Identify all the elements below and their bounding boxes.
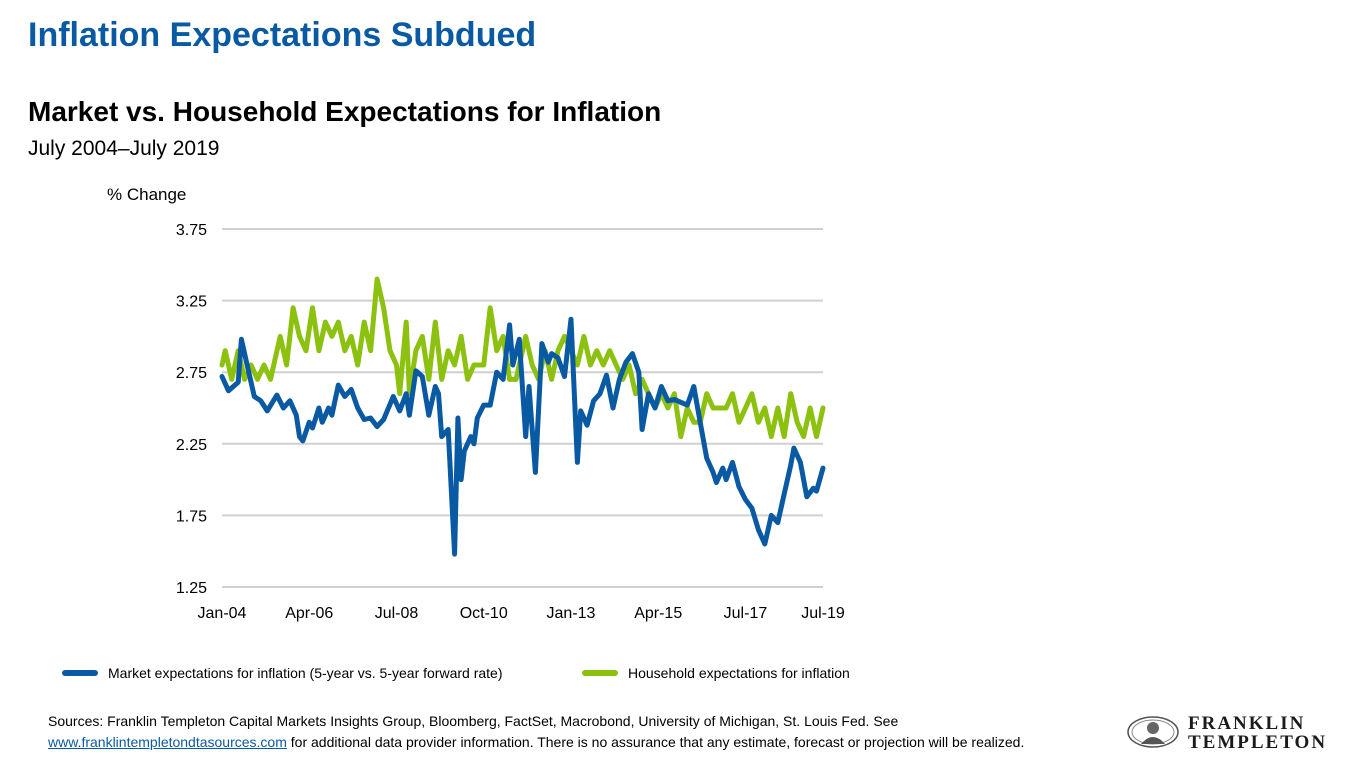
y-tick-label: 2.25 (176, 437, 207, 454)
series-lines (219, 276, 826, 557)
legend-swatch-market (62, 670, 98, 676)
logo-line-franklin: FRANKLIN (1188, 713, 1306, 734)
x-tick-label: Oct-10 (460, 605, 508, 622)
y-tick-label: 2.75 (176, 365, 207, 382)
y-axis-label: % Change (107, 185, 186, 204)
y-tick-label: 1.25 (176, 580, 207, 597)
chart-title: Market vs. Household Expectations for In… (28, 96, 662, 127)
x-tick-labels: Jan-04 Apr-06 Jul-08 Oct-10 Jan-13 Apr-15 Jul-… (198, 605, 845, 622)
y-tick-label: 3.25 (176, 294, 207, 311)
sources-tail: for additional data provider information… (286, 734, 1025, 750)
x-tick-label: Apr-15 (634, 605, 682, 622)
x-tick-label: Jan-04 (198, 605, 247, 622)
x-tick-label: Apr-06 (285, 605, 333, 622)
page-title: Inflation Expectations Subdued (28, 16, 537, 54)
y-tick-label: 3.75 (176, 222, 207, 239)
legend-item-market: Market expectations for inflation (5-yea… (62, 665, 503, 681)
sources-link[interactable]: www.franklintempletondtasources.com (48, 734, 287, 750)
chart-subtitle: July 2004–July 2019 (28, 137, 220, 160)
y-tick-label: 1.75 (176, 508, 207, 525)
franklin-templeton-logo: FRANKLIN TEMPLETON (1126, 714, 1351, 754)
x-tick-label: Jul-19 (801, 605, 845, 622)
legend-label-market: Market expectations for inflation (5-yea… (108, 665, 503, 681)
logo-wordmark: FRANKLIN TEMPLETON (1188, 714, 1327, 752)
sources-text: Sources: Franklin Templeton Capital Mark… (48, 713, 899, 729)
logo-line-templeton: TEMPLETON (1188, 732, 1328, 753)
x-tick-label: Jul-17 (724, 605, 768, 622)
legend-item-household: Household expectations for inflation (582, 665, 850, 681)
legend-label-household: Household expectations for inflation (628, 665, 850, 681)
x-tick-label: Jul-08 (375, 605, 419, 622)
sources-note: Sources: Franklin Templeton Capital Mark… (48, 711, 1108, 753)
series-line-market (219, 316, 826, 557)
benjamin-franklin-portrait-icon (1127, 716, 1179, 748)
x-tick-label: Jan-13 (547, 605, 596, 622)
y-tick-labels: 1.25 1.75 2.25 2.75 3.25 3.75 (176, 222, 207, 597)
legend-swatch-household (582, 670, 618, 676)
